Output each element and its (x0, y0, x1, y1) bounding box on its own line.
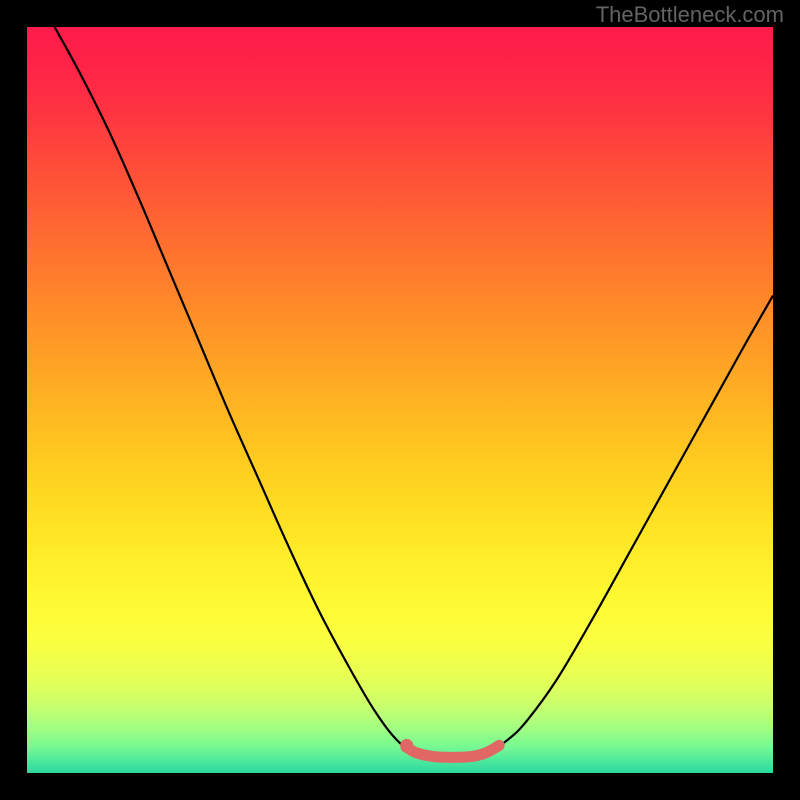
watermark-text: TheBottleneck.com (596, 2, 784, 28)
gradient-background (27, 27, 773, 773)
chart-svg (27, 27, 773, 773)
sweet-spot-start-dot (400, 739, 413, 752)
plot-area (27, 27, 773, 773)
